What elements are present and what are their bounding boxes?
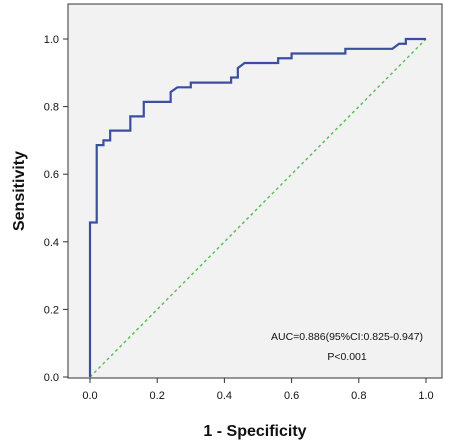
roc-curve-line	[88, 37, 426, 377]
y-tick-label: 0.0	[44, 372, 59, 384]
x-tick-label: 0.6	[284, 390, 299, 402]
x-tick-label: 1.0	[418, 390, 433, 402]
y-axis: 0.0 0.2 0.4 0.6 0.8 1.0	[44, 34, 68, 384]
reference-diagonal-line	[89, 38, 427, 378]
x-tick-label: 0.8	[351, 390, 366, 402]
plot-frame	[67, 3, 443, 379]
x-axis: 0.0 0.2 0.4 0.6 0.8 1.0	[82, 378, 434, 402]
y-tick-label: 0.2	[44, 304, 59, 316]
p-value-annotation: P<0.001	[327, 351, 367, 363]
y-tick-label: 0.8	[44, 102, 59, 114]
y-axis-title: Sensitivity	[11, 151, 28, 231]
roc-curve-path	[88, 37, 426, 377]
y-tick-label: 0.4	[44, 237, 59, 249]
x-tick-label: 0.0	[82, 390, 97, 402]
x-tick-label: 0.4	[217, 390, 232, 402]
y-tick-label: 0.6	[44, 169, 59, 181]
y-tick-label: 1.0	[44, 34, 59, 46]
x-axis-title: 1 - Specificity	[203, 423, 306, 440]
reference-line-path	[89, 38, 427, 378]
auc-annotation: AUC=0.886(95%CI:0.825-0.947)	[271, 331, 423, 343]
annotations: AUC=0.886(95%CI:0.825-0.947) P<0.001	[271, 331, 423, 363]
x-tick-label: 0.2	[150, 390, 165, 402]
plot-area	[68, 4, 442, 378]
